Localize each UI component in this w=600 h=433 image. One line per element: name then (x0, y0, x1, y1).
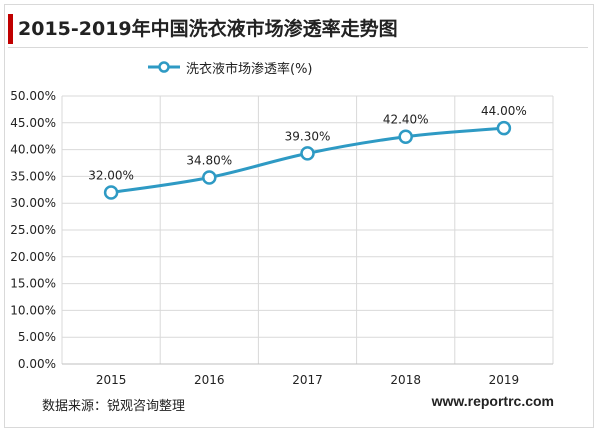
y-tick-label: 40.00% (10, 143, 56, 157)
data-label: 39.30% (285, 129, 331, 143)
x-tick-label: 2017 (292, 373, 323, 387)
data-point (496, 120, 512, 136)
data-label: 34.80% (186, 153, 232, 167)
y-tick-label: 15.00% (10, 277, 56, 291)
data-label: 32.00% (88, 168, 134, 182)
chart-frame (4, 4, 594, 428)
website-link[interactable]: www.reportrc.com (431, 393, 554, 409)
data-point (202, 170, 217, 185)
data-label: 42.40% (383, 113, 429, 127)
y-tick-label: 35.00% (10, 169, 56, 183)
x-tick-label: 2018 (390, 373, 421, 387)
y-tick-label: 45.00% (10, 116, 56, 130)
chart-title: 2015-2019年中国洗衣液市场渗透率走势图 (18, 18, 398, 40)
y-tick-label: 0.00% (18, 357, 56, 371)
x-tick-label: 2016 (194, 373, 225, 387)
data-point (300, 146, 315, 161)
data-point (398, 129, 413, 144)
legend-label: 洗衣液市场渗透率(%) (186, 61, 313, 77)
title-accent-bar (8, 14, 13, 44)
y-tick-label: 20.00% (10, 250, 56, 264)
data-point (103, 185, 119, 200)
y-tick-label: 5.00% (18, 330, 56, 344)
y-tick-label: 30.00% (10, 196, 56, 210)
title-divider (8, 47, 588, 48)
data-source: 数据来源：锐观咨询整理 (42, 399, 186, 414)
x-tick-label: 2019 (489, 373, 520, 387)
x-tick-label: 2015 (96, 373, 127, 387)
legend-line-marker-icon (148, 61, 180, 73)
legend: 洗衣液市场渗透率(%) (148, 56, 313, 78)
y-tick-label: 10.00% (10, 303, 56, 317)
data-label: 44.00% (481, 104, 527, 118)
y-tick-label: 25.00% (10, 223, 56, 237)
y-tick-label: 50.00% (10, 89, 56, 103)
